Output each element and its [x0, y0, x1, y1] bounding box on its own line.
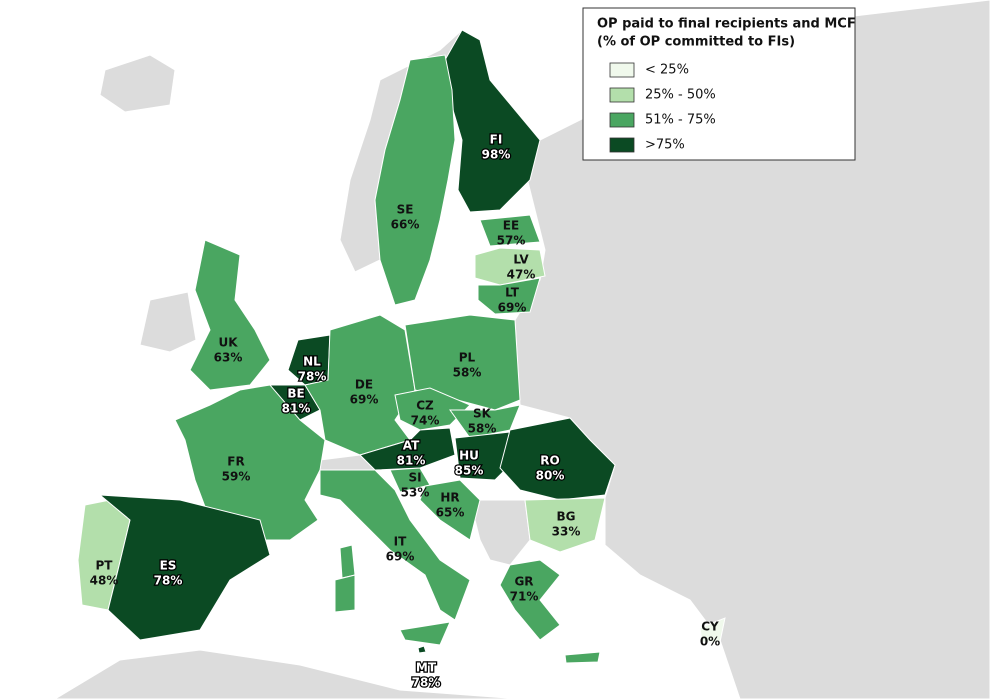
country-code: DE — [355, 378, 373, 392]
country-code: AT — [403, 439, 420, 453]
ireland — [139, 291, 197, 353]
country-code: EE — [503, 219, 519, 233]
country — [417, 645, 427, 654]
country-code: NL — [303, 355, 321, 369]
country — [374, 54, 456, 306]
iceland — [99, 54, 176, 113]
country-code: RO — [540, 454, 559, 468]
legend-title: OP paid to final recipients and MCF — [597, 17, 856, 32]
country — [477, 277, 541, 315]
eu-countries — [77, 29, 726, 664]
country-value: 58% — [453, 366, 482, 380]
country — [339, 544, 356, 579]
country — [174, 384, 326, 541]
country-value: 80% — [536, 469, 565, 483]
country — [524, 497, 606, 553]
country-code: PT — [96, 559, 114, 573]
country — [334, 574, 356, 613]
country-code: MT — [416, 661, 437, 675]
country — [394, 387, 471, 431]
legend-label: 51% - 75% — [645, 113, 716, 128]
legend-swatch — [609, 137, 635, 153]
country — [189, 239, 271, 391]
north-africa — [54, 649, 521, 699]
country-value: 59% — [222, 470, 251, 484]
country-value: 85% — [455, 464, 484, 478]
country-value: 58% — [468, 422, 497, 436]
country-value: 74% — [411, 414, 440, 428]
country-value: 71% — [510, 590, 539, 604]
country-code: CZ — [416, 399, 434, 413]
country-code: HR — [440, 491, 459, 505]
country-value: 63% — [214, 351, 243, 365]
legend-box — [582, 7, 856, 161]
country-code: HU — [459, 449, 479, 463]
country — [419, 479, 481, 541]
country-value: 66% — [391, 218, 420, 232]
country-code: ES — [160, 559, 177, 573]
country-value: 69% — [350, 393, 379, 407]
country-code: PL — [459, 351, 476, 365]
country-code: SE — [397, 203, 414, 217]
country — [699, 617, 726, 643]
country — [399, 621, 451, 646]
country-code: FR — [227, 455, 244, 469]
country-code: SK — [473, 407, 492, 421]
country — [474, 247, 546, 286]
country-value: 78% — [412, 676, 441, 690]
legend-swatch — [609, 112, 635, 128]
country — [564, 651, 601, 664]
country-code: CY — [701, 620, 719, 634]
country-code: BE — [287, 387, 304, 401]
legend-title: (% of OP committed to FIs) — [597, 35, 795, 50]
country — [479, 214, 541, 247]
country-value: 65% — [436, 506, 465, 520]
country-value: 78% — [298, 370, 327, 384]
country-value: 69% — [386, 550, 415, 564]
country-code: BG — [557, 510, 576, 524]
country-value: 81% — [282, 402, 311, 416]
country-code: UK — [218, 336, 238, 350]
legend-label: >75% — [645, 138, 685, 153]
country-value: 69% — [498, 301, 527, 315]
country-code: FI — [490, 133, 503, 147]
country-value: 57% — [497, 234, 526, 248]
country-code: GR — [514, 575, 533, 589]
country-value: 98% — [482, 148, 511, 162]
legend-swatch — [609, 87, 635, 103]
country-value: 78% — [154, 574, 183, 588]
legend-label: < 25% — [645, 63, 689, 78]
non-eu-land — [54, 0, 990, 699]
legend-swatch — [609, 62, 635, 78]
country-value: 0% — [700, 635, 720, 649]
country-code: LV — [513, 253, 529, 267]
country-value: 47% — [507, 268, 536, 282]
country — [499, 417, 616, 501]
country-value: 81% — [397, 454, 426, 468]
country-code: LT — [505, 286, 520, 300]
country-value: 53% — [401, 486, 430, 500]
country — [98, 494, 271, 641]
country-code: IT — [394, 535, 407, 549]
legend-label: 25% - 50% — [645, 88, 716, 103]
country-code: SI — [408, 471, 421, 485]
country — [449, 404, 521, 439]
legend: OP paid to final recipients and MCF (% of… — [582, 7, 856, 161]
country — [319, 469, 471, 621]
country — [499, 559, 561, 641]
country — [359, 427, 456, 471]
country-value: 33% — [552, 525, 581, 539]
country-value: 48% — [90, 574, 119, 588]
